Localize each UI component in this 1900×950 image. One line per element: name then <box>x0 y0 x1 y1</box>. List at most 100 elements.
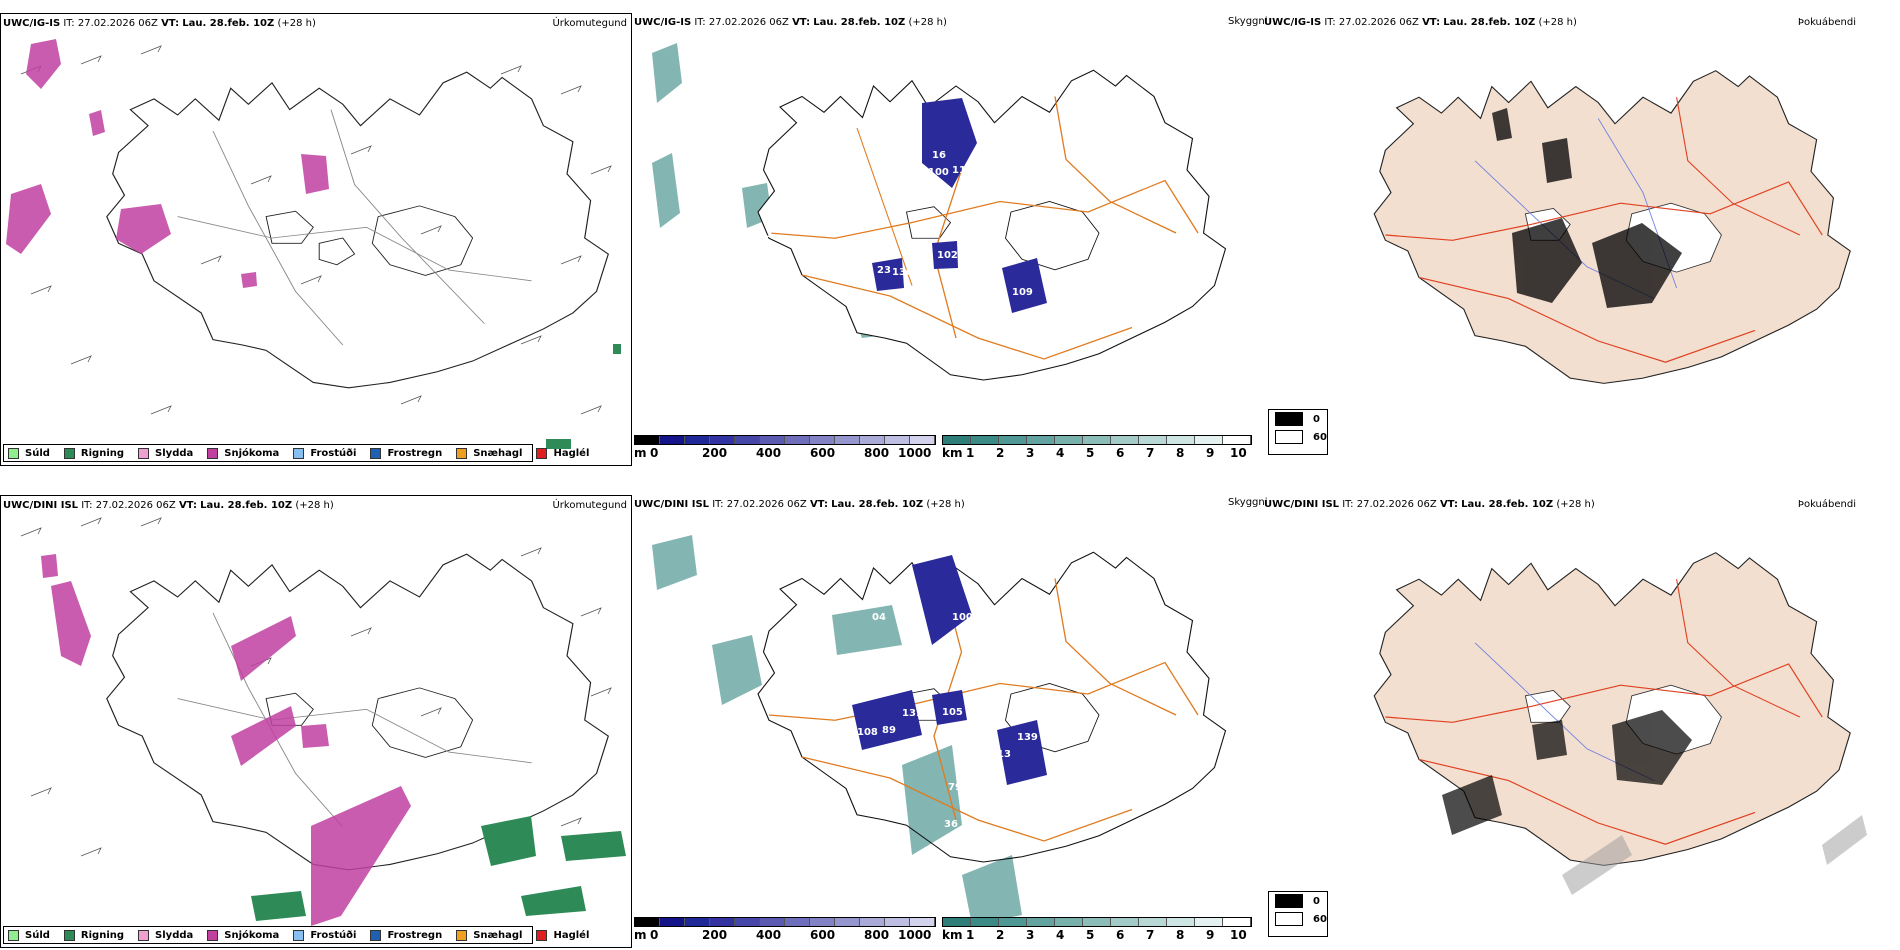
colorbar-cell <box>999 436 1027 444</box>
colorbar-cell <box>1223 918 1251 926</box>
colorbar-cell <box>735 918 760 926</box>
colorbar-cell <box>1195 918 1223 926</box>
station-label: 365 <box>894 749 915 760</box>
colorbar-cell <box>760 918 785 926</box>
lead-time: (+28 h) <box>1556 499 1595 510</box>
visibility-colorbar-strip <box>942 435 1252 445</box>
visibility-panel-bottom: UWC/DINI ISL IT: 27.02.2026 06Z VT: Lau.… <box>632 495 1262 948</box>
legend-swatch <box>1275 894 1303 908</box>
legend-sleet: Slydda <box>138 929 193 941</box>
station-label: 102 <box>937 250 958 261</box>
valid-time: Lau. 28.feb. 10Z <box>200 500 293 511</box>
station-label: 108 <box>857 727 878 738</box>
lead-time: (+28 h) <box>926 499 965 510</box>
colorbar-cell <box>1139 918 1167 926</box>
colorbar-cell <box>1195 436 1223 444</box>
model-name: UWC/IG-IS <box>1264 17 1322 28</box>
legend-sleet: Slydda <box>138 447 193 459</box>
station-label: 288 <box>984 832 1005 843</box>
lead-time: (+28 h) <box>295 500 334 511</box>
legend-freezing-rain: Frostregn <box>370 929 442 941</box>
station-label: 131 <box>902 708 923 719</box>
precip-map <box>6 39 621 449</box>
legend-rain: Rigning <box>63 447 124 459</box>
run-header: UWC/IG-IS IT: 27.02.2026 06Z VT: Lau. 28… <box>3 18 316 29</box>
height-colorbar-labels: m 0 200 400 600 800 1000 <box>634 446 932 460</box>
colorbar-cell <box>1139 436 1167 444</box>
colorbar-cell <box>1111 918 1139 926</box>
rain-areas <box>546 344 621 449</box>
station-label: 89 <box>882 725 896 736</box>
height-colorbar-strip <box>634 917 936 927</box>
precip-map <box>20 517 626 926</box>
station-label: 112 <box>957 187 978 198</box>
legend-hail: Haglél <box>536 447 589 459</box>
init-time: 27.02.2026 06Z <box>1356 499 1437 510</box>
legend-snow-pellets: Snæhagl <box>456 447 522 459</box>
colorbar-cell <box>785 918 810 926</box>
legend-swatch <box>536 929 548 941</box>
colorbar-cell <box>910 436 935 444</box>
colorbar-cell <box>810 918 835 926</box>
fog-map <box>1373 70 1851 384</box>
model-name: UWC/DINI ISL <box>634 499 710 510</box>
legend-swatch <box>8 447 19 459</box>
visibility-colorbar-labels: km 1 2 3 4 5 6 7 8 9 10 <box>942 446 1247 460</box>
station-label: 105 <box>942 707 963 718</box>
model-name: UWC/IG-IS <box>3 18 61 29</box>
precip-legend: Súld Rigning Slydda Snjókoma Frostúði Fr… <box>3 926 589 944</box>
height-colorbar: m 0 200 400 600 800 1000 <box>634 917 936 942</box>
lead-time: (+28 h) <box>277 18 316 29</box>
fog-legend-min: 0 <box>1269 892 1327 910</box>
station-label: 36 <box>944 819 958 830</box>
panel-title: Þokuábendi <box>1797 499 1856 510</box>
colorbar-cell <box>685 918 710 926</box>
init-time: 27.02.2026 06Z <box>708 17 789 28</box>
legend-swatch <box>293 929 305 941</box>
fog-legend: 0 60 <box>1268 409 1328 455</box>
legend-swatch <box>138 447 150 459</box>
run-header: UWC/IG-IS IT: 27.02.2026 06Z VT: Lau. 28… <box>1264 17 1577 28</box>
legend-swatch <box>1275 430 1303 444</box>
legend-swatch <box>207 929 219 941</box>
precip-type-panel-bottom: UWC/DINI ISL IT: 27.02.2026 06Z VT: Lau.… <box>0 495 632 948</box>
colorbar-cell <box>1083 918 1111 926</box>
legend-swatch <box>207 447 219 459</box>
colorbar-cell <box>710 918 735 926</box>
legend-swatch <box>456 929 468 941</box>
visibility-panel-top: UWC/IG-IS IT: 27.02.2026 06Z VT: Lau. 28… <box>632 13 1262 466</box>
fog-panel-top: UWC/IG-IS IT: 27.02.2026 06Z VT: Lau. 28… <box>1262 13 1900 466</box>
colorbar-cell <box>1055 918 1083 926</box>
colorbar-cell <box>1223 436 1251 444</box>
fog-legend-max: 60 <box>1269 910 1327 928</box>
visibility-map: 131 105 108 89 149 365 139 13 797 36 288… <box>652 535 1227 925</box>
colorbar-cell <box>660 918 685 926</box>
legend-swatch <box>63 929 75 941</box>
run-header: UWC/IG-IS IT: 27.02.2026 06Z VT: Lau. 28… <box>634 17 947 28</box>
colorbar-cell <box>760 436 785 444</box>
legend-swatch <box>1275 912 1303 926</box>
colorbar-cell <box>835 918 860 926</box>
model-name: UWC/DINI ISL <box>3 500 79 511</box>
legend-swatch <box>8 929 19 941</box>
legend-swatch <box>536 447 548 459</box>
legend-drizzle: Súld <box>8 929 50 941</box>
legend-rain: Rigning <box>63 929 124 941</box>
colorbar-cell <box>635 918 660 926</box>
init-time: 27.02.2026 06Z <box>1338 17 1419 28</box>
colorbar-cell <box>860 918 885 926</box>
init-time: 27.02.2026 06Z <box>77 18 158 29</box>
valid-time: Lau. 28.feb. 10Z <box>813 17 906 28</box>
run-header: UWC/DINI ISL IT: 27.02.2026 06Z VT: Lau.… <box>1264 499 1595 510</box>
colorbar-cell <box>943 436 971 444</box>
run-header: UWC/DINI ISL IT: 27.02.2026 06Z VT: Lau.… <box>3 500 334 511</box>
station-label: 100 <box>952 612 973 623</box>
wind-barbs <box>20 45 612 415</box>
colorbar-cell <box>860 436 885 444</box>
init-time: 27.02.2026 06Z <box>726 499 807 510</box>
legend-freezing-drizzle: Frostúði <box>293 929 356 941</box>
legend-freezing-rain: Frostregn <box>370 447 442 459</box>
legend-swatch <box>63 447 75 459</box>
station-label: 16 <box>932 150 946 161</box>
colorbar-cell <box>1111 436 1139 444</box>
